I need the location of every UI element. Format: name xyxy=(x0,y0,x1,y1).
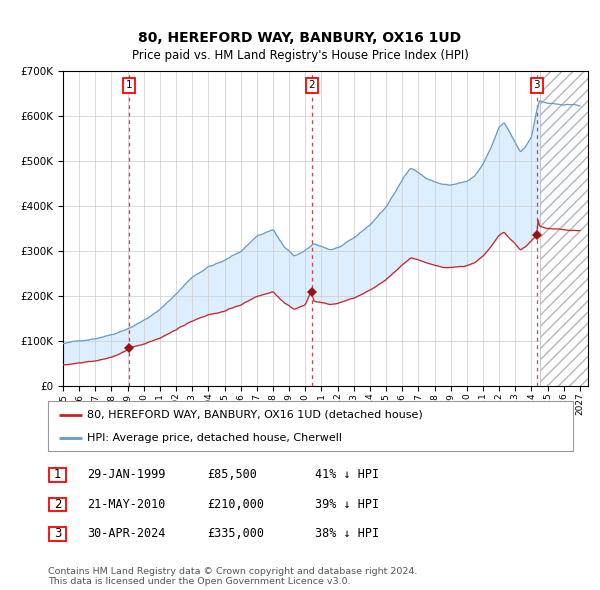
Text: HPI: Average price, detached house, Cherwell: HPI: Average price, detached house, Cher… xyxy=(88,433,343,443)
Text: £85,500: £85,500 xyxy=(207,468,257,481)
Bar xyxy=(539,71,588,386)
Text: 21-MAY-2010: 21-MAY-2010 xyxy=(87,498,166,511)
Text: 41% ↓ HPI: 41% ↓ HPI xyxy=(315,468,379,481)
Text: Contains HM Land Registry data © Crown copyright and database right 2024.: Contains HM Land Registry data © Crown c… xyxy=(48,566,418,576)
Text: 1: 1 xyxy=(54,468,61,481)
Text: 3: 3 xyxy=(533,80,540,90)
Text: 1: 1 xyxy=(125,80,132,90)
Text: 80, HEREFORD WAY, BANBURY, OX16 1UD: 80, HEREFORD WAY, BANBURY, OX16 1UD xyxy=(139,31,461,45)
Text: £335,000: £335,000 xyxy=(207,527,264,540)
Text: 30-APR-2024: 30-APR-2024 xyxy=(87,527,166,540)
Text: 2: 2 xyxy=(54,498,61,511)
Text: 2: 2 xyxy=(308,80,315,90)
Text: 38% ↓ HPI: 38% ↓ HPI xyxy=(315,527,379,540)
Text: 39% ↓ HPI: 39% ↓ HPI xyxy=(315,498,379,511)
Text: This data is licensed under the Open Government Licence v3.0.: This data is licensed under the Open Gov… xyxy=(48,576,350,586)
Text: 80, HEREFORD WAY, BANBURY, OX16 1UD (detached house): 80, HEREFORD WAY, BANBURY, OX16 1UD (det… xyxy=(88,409,423,419)
Text: 29-JAN-1999: 29-JAN-1999 xyxy=(87,468,166,481)
Text: Price paid vs. HM Land Registry's House Price Index (HPI): Price paid vs. HM Land Registry's House … xyxy=(131,49,469,62)
Text: 3: 3 xyxy=(54,527,61,540)
Text: £210,000: £210,000 xyxy=(207,498,264,511)
